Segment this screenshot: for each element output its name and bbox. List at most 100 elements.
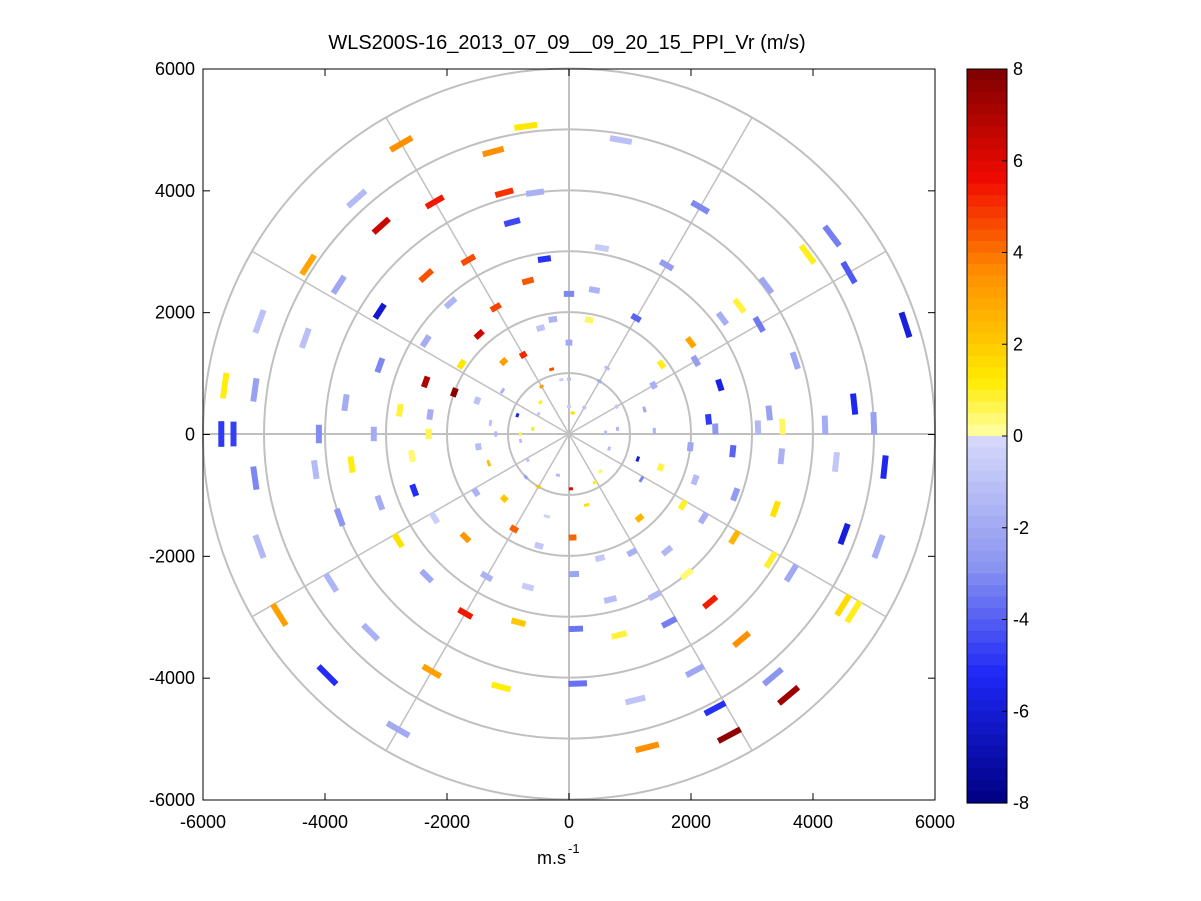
velocity-mark [763,550,778,569]
colorbar-band [967,676,1007,689]
colorbar-band [967,206,1007,219]
colorbar-band [967,332,1007,345]
x-axis-label-superscript: -1 [568,841,580,856]
velocity-mark [634,513,645,523]
velocity-mark [518,350,528,360]
velocity-mark [515,412,520,418]
colorbar-band [967,263,1007,277]
velocity-mark [490,681,512,693]
velocity-mark [850,393,859,415]
colorbar-band [967,630,1007,644]
y-tick-label: -4000 [149,668,195,688]
colorbar-tick-label: 0 [1013,426,1023,446]
colorbar-band [967,745,1007,758]
azimuth-spoke [251,250,570,435]
velocity-mark [535,324,546,333]
x-tick-label: -4000 [302,812,348,832]
velocity-mark [614,404,619,410]
velocity-mark [822,224,842,248]
velocity-mark [626,547,638,558]
velocity-mark [521,582,535,592]
velocity-mark [341,393,350,412]
velocity-mark [679,567,694,581]
y-tick-label: 4000 [155,181,195,201]
colorbar-band [967,436,1007,449]
velocity-mark [762,666,784,687]
velocity-mark [716,726,742,744]
velocity-mark [418,268,435,284]
velocity-mark [769,500,781,518]
velocity-mark [473,328,485,340]
velocity-mark [443,296,458,310]
colorbar-band [967,183,1007,196]
colorbar-band [967,229,1007,242]
velocity-mark [837,522,851,546]
velocity-mark [489,302,502,313]
x-axis-ticks: -6000 -4000 -2000 0 2000 4000 6000 [180,69,955,832]
velocity-mark [419,568,435,584]
colorbar-band [967,91,1007,105]
velocity-mark [798,243,817,265]
velocity-mark [715,311,730,326]
velocity-mark [638,475,645,483]
velocity-mark [647,589,663,602]
velocity-mark [534,541,544,550]
velocity-mark [499,356,509,367]
velocity-mark [584,316,594,324]
colorbar-band [967,722,1007,735]
velocity-mark [488,419,493,427]
velocity-mark [333,507,346,527]
azimuth-spoke [251,433,570,618]
velocity-mark [372,302,387,320]
velocity-mark [374,494,386,511]
velocity-mark [391,532,405,549]
velocity-mark [732,297,747,314]
azimuth-spoke [568,250,887,435]
velocity-mark [732,630,752,648]
velocity-mark [624,694,646,706]
velocity-mark [521,276,535,286]
velocity-mark [607,446,612,451]
velocity-mark [420,375,431,389]
velocity-mark [252,534,267,559]
colorbar-band [967,413,1007,426]
velocity-mark [346,188,368,209]
colorbar-band [967,458,1007,472]
velocity-mark [685,336,697,349]
x-axis-label-text: m.s [537,848,566,868]
colorbar-band [967,355,1007,368]
colorbar-band [967,768,1007,781]
x-axis-label: m.s -1 [537,841,580,868]
colorbar-band [967,367,1007,380]
y-tick-label: 6000 [155,59,195,79]
colorbar-band [967,527,1007,540]
colorbar-band [967,424,1007,437]
velocity-mark [880,455,889,480]
colorbar-band [967,286,1007,299]
colorbar-band [967,516,1007,529]
colorbar-band [967,642,1007,655]
velocity-mark [316,664,339,687]
plot-area: -6000 -4000 -2000 0 2000 4000 6000 -6000-4000-… [149,59,955,832]
velocity-mark [834,593,853,617]
velocity-mark [594,243,610,253]
velocity-mark [660,615,678,629]
velocity-mark [776,684,801,706]
colorbar-tick-label: 8 [1013,59,1023,79]
colorbar-band [967,562,1007,575]
velocity-mark [702,594,719,610]
velocity-mark [537,399,543,405]
velocity-mark [690,199,711,215]
velocity-mark [482,145,505,158]
velocity-mark [421,663,443,680]
velocity-mark [330,274,347,295]
velocity-mark [658,258,675,272]
velocity-mark [474,442,482,451]
velocity-mark [499,387,506,395]
velocity-mark [705,413,713,425]
velocity-mark [471,487,481,498]
colorbar-band [967,298,1007,311]
colorbar-band [967,401,1007,414]
colorbar-band [967,585,1007,598]
colorbar-band [967,378,1007,391]
